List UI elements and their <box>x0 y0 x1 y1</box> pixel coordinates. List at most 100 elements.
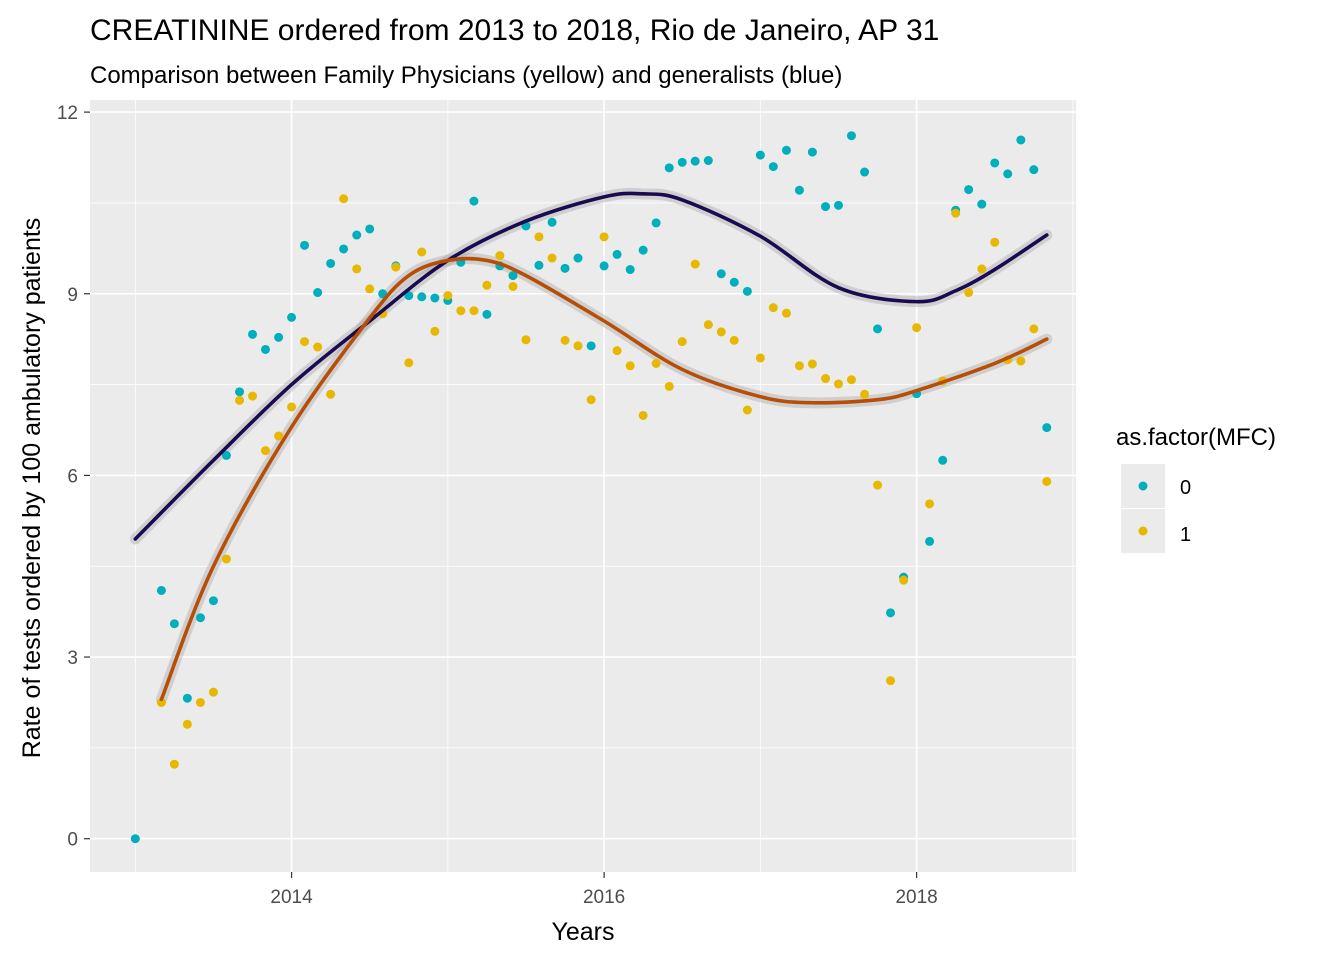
point-0-63 <box>964 185 974 195</box>
point-0-41 <box>677 157 687 167</box>
point-1-33 <box>586 395 596 405</box>
point-1-62 <box>964 288 974 298</box>
point-1-1 <box>169 759 179 769</box>
data-points <box>130 131 1052 844</box>
point-0-21 <box>417 292 427 302</box>
point-1-61 <box>951 208 961 218</box>
point-1-5 <box>221 554 231 564</box>
point-0-1 <box>156 585 166 595</box>
point-0-66 <box>1003 169 1013 179</box>
point-1-57 <box>899 575 909 585</box>
point-0-38 <box>638 245 648 255</box>
legend-marker-0 <box>1138 481 1148 491</box>
point-0-36 <box>612 249 622 259</box>
point-1-32 <box>573 341 583 351</box>
point-1-29 <box>534 232 544 242</box>
x-tick-label-1: 2016 <box>583 887 625 908</box>
point-1-24 <box>469 306 479 316</box>
point-1-53 <box>846 375 856 385</box>
point-1-63 <box>977 264 987 274</box>
point-0-6 <box>221 450 231 460</box>
point-1-44 <box>729 335 739 345</box>
point-0-26 <box>482 309 492 319</box>
point-1-56 <box>886 676 896 686</box>
point-0-30 <box>534 260 544 270</box>
point-1-50 <box>807 359 817 369</box>
point-1-9 <box>274 431 284 441</box>
point-0-44 <box>716 269 726 279</box>
legend-marker-1 <box>1138 526 1148 536</box>
point-1-25 <box>482 280 492 290</box>
point-1-54 <box>860 389 870 399</box>
point-1-59 <box>925 499 935 509</box>
point-0-68 <box>1029 165 1039 175</box>
point-1-47 <box>768 303 778 313</box>
point-0-60 <box>925 536 935 546</box>
point-0-22 <box>430 293 440 303</box>
point-1-27 <box>508 281 518 291</box>
point-1-6 <box>235 395 245 405</box>
y-tick-label-2: 6 <box>67 466 78 487</box>
point-1-8 <box>260 446 270 456</box>
point-1-64 <box>990 237 1000 247</box>
y-tick-label-1: 3 <box>67 648 78 669</box>
point-1-66 <box>1016 356 1026 366</box>
point-0-65 <box>990 158 1000 168</box>
point-0-16 <box>352 230 362 240</box>
point-0-25 <box>469 196 479 206</box>
legend-label-1: 1 <box>1180 524 1191 546</box>
point-1-7 <box>248 391 258 401</box>
point-0-31 <box>547 217 557 227</box>
point-0-0 <box>130 834 140 844</box>
point-0-33 <box>573 253 583 263</box>
point-1-40 <box>677 337 687 347</box>
point-0-40 <box>664 163 674 173</box>
point-1-51 <box>821 374 831 384</box>
point-1-39 <box>664 381 674 391</box>
point-0-64 <box>977 199 987 209</box>
point-0-32 <box>560 263 570 273</box>
chart-title: CREATININE ordered from 2013 to 2018, Ri… <box>90 14 939 47</box>
point-0-3 <box>182 693 192 703</box>
point-0-7 <box>235 387 245 397</box>
point-0-52 <box>821 202 831 212</box>
point-1-34 <box>599 232 609 242</box>
point-0-55 <box>860 167 870 177</box>
point-0-49 <box>781 145 791 155</box>
point-0-54 <box>846 131 856 141</box>
point-0-4 <box>195 613 205 623</box>
point-1-36 <box>625 361 635 371</box>
point-0-17 <box>365 224 375 234</box>
point-0-45 <box>729 277 739 287</box>
point-1-55 <box>873 480 883 490</box>
point-0-61 <box>938 455 948 465</box>
smooth-line-0 <box>133 191 1049 541</box>
point-1-14 <box>339 194 349 204</box>
point-0-10 <box>274 332 284 342</box>
point-0-39 <box>651 218 661 228</box>
point-1-20 <box>417 247 427 257</box>
point-0-9 <box>260 344 270 354</box>
point-1-15 <box>352 264 362 274</box>
plot-panel <box>90 100 1076 872</box>
point-1-22 <box>443 291 453 301</box>
x-axis-title: Years <box>551 918 614 946</box>
point-1-23 <box>456 306 466 316</box>
point-1-16 <box>365 284 375 294</box>
point-0-48 <box>768 162 778 172</box>
point-0-37 <box>625 265 635 275</box>
point-0-57 <box>886 608 896 618</box>
point-1-11 <box>300 337 310 347</box>
point-0-14 <box>326 258 336 268</box>
point-1-46 <box>755 353 765 363</box>
point-0-2 <box>169 619 179 629</box>
point-0-34 <box>586 341 596 351</box>
point-1-21 <box>430 326 440 336</box>
smooth-curves <box>133 191 1049 702</box>
point-1-38 <box>651 358 661 368</box>
point-1-41 <box>690 259 700 269</box>
x-tick-label-0: 2014 <box>270 887 313 908</box>
point-1-28 <box>521 335 531 345</box>
chart-subtitle: Comparison between Family Physicians (ye… <box>90 62 842 89</box>
